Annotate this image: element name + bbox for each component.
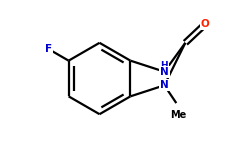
Text: N: N: [160, 80, 169, 90]
Text: H: H: [161, 61, 168, 70]
Text: F: F: [45, 44, 52, 54]
Text: O: O: [200, 19, 209, 30]
Text: N: N: [160, 67, 169, 77]
Text: Me: Me: [170, 109, 186, 119]
